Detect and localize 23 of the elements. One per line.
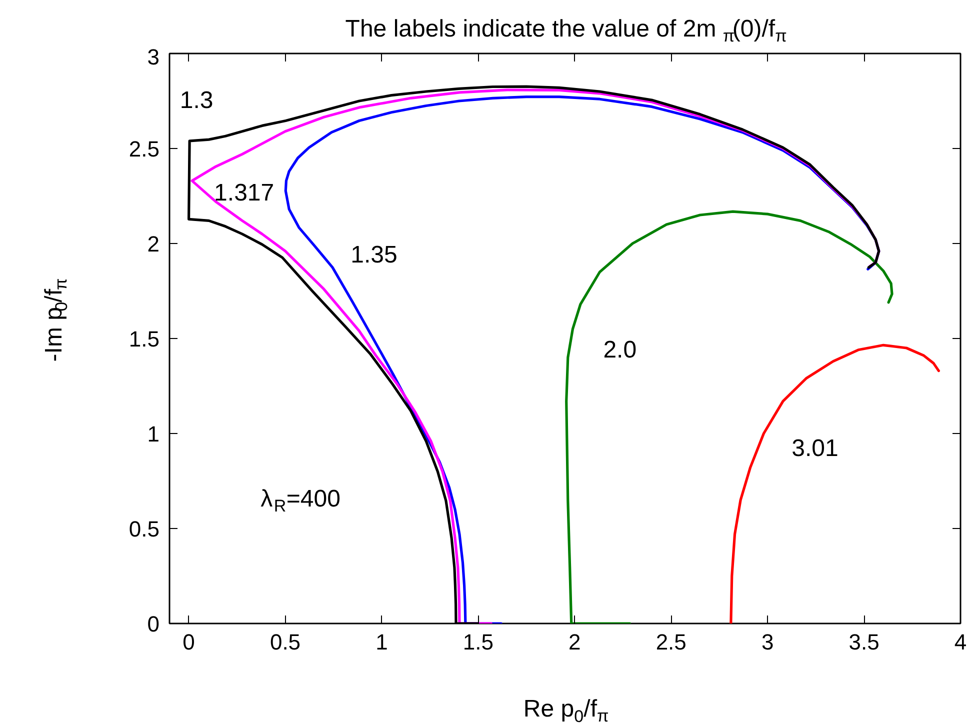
series-label: 2.0 [603, 336, 637, 364]
line-series [730, 344, 940, 624]
series-label: 3.01 [792, 435, 838, 462]
y-tick-label: 0 [147, 612, 160, 636]
series-label: 1.317 [214, 180, 274, 207]
y-tick-label: 1.5 [128, 326, 160, 352]
x-tick-label: 0.5 [270, 630, 301, 654]
x-tick-label: 3 [761, 630, 774, 654]
y-tick-label: 3 [147, 44, 160, 70]
legend-label: 1.3 [180, 86, 214, 114]
x-tick-label: 4 [954, 630, 967, 654]
x-tick-label: 3.5 [848, 630, 880, 654]
x-tick-label: 1.5 [462, 630, 494, 654]
x-tick-label: 1 [376, 630, 388, 654]
x-tick-label: 2.5 [656, 630, 686, 654]
series-label: 1.35 [350, 241, 398, 268]
y-tick-label: 1 [147, 422, 160, 446]
y-tick-label: 2.5 [128, 136, 160, 162]
y-tick-label: 0.5 [128, 516, 160, 542]
x-tick-label: 2 [568, 630, 581, 654]
x-tick-label: 0 [182, 630, 195, 654]
y-tick-label: 2 [147, 232, 160, 256]
line-series [565, 210, 894, 624]
